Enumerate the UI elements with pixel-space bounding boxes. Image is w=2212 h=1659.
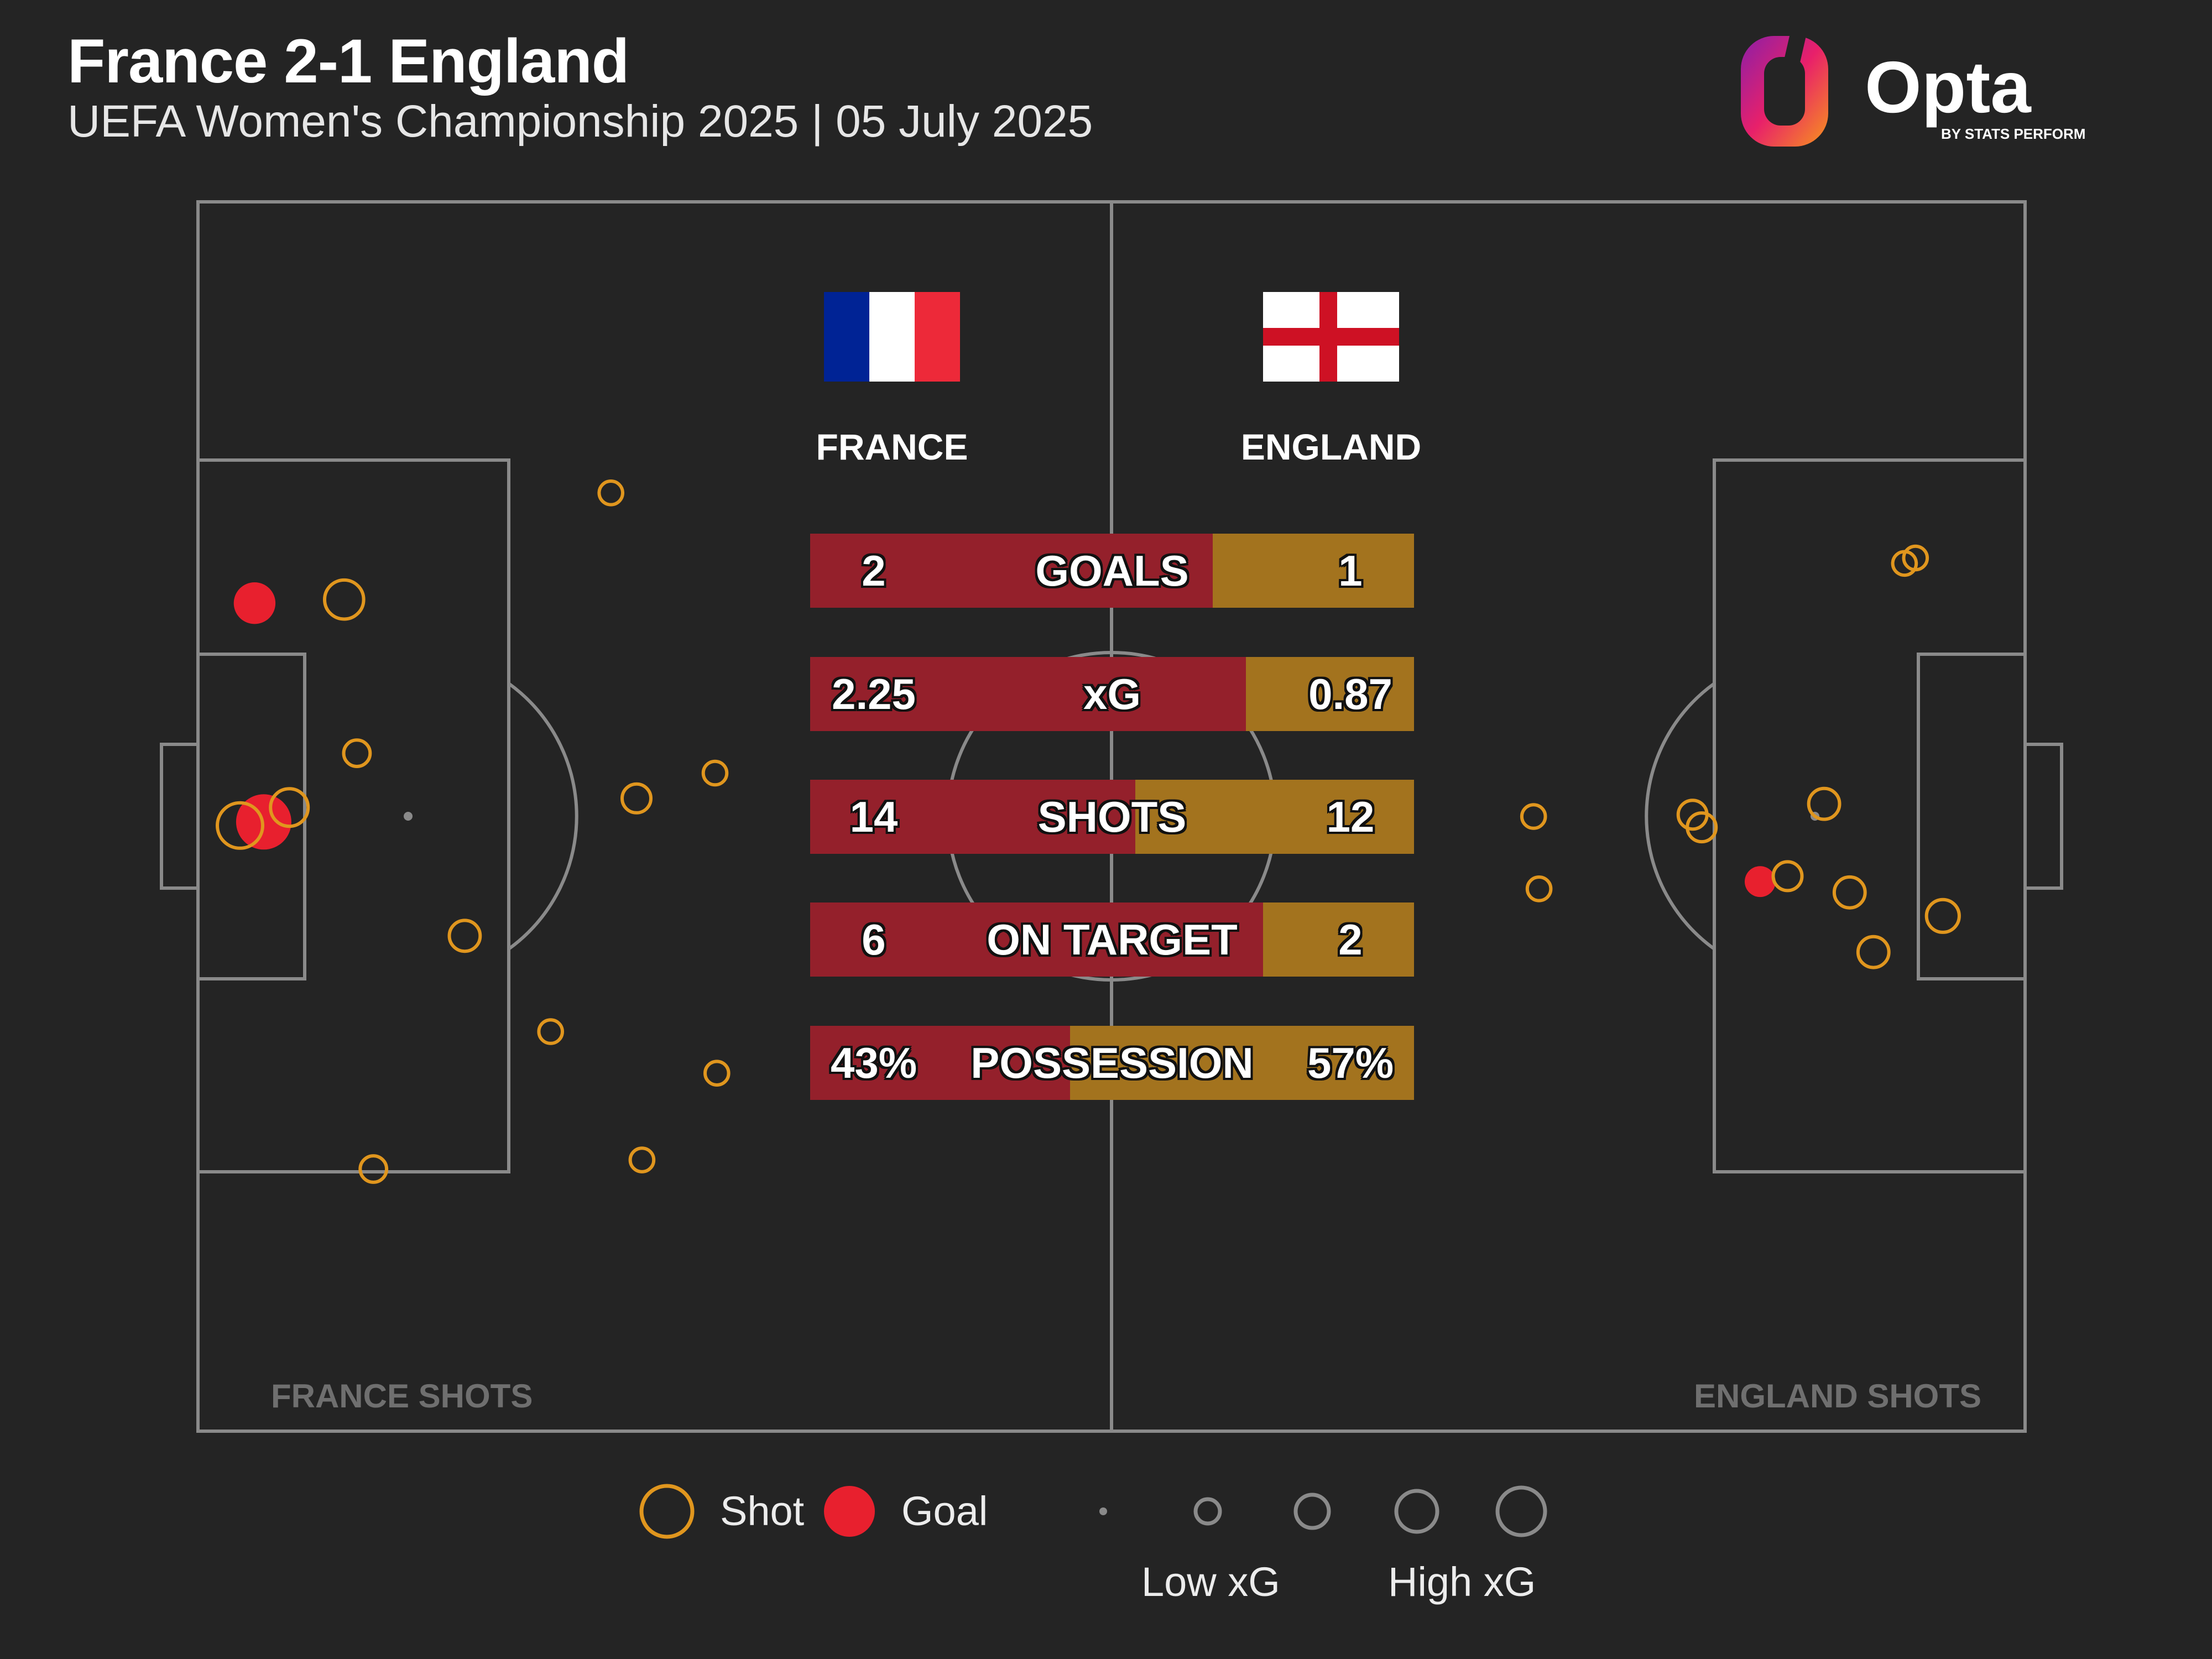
stat-away-value: 12 — [1326, 792, 1375, 841]
right-penalty-area — [1713, 458, 2027, 1173]
england-shot-marker — [1924, 898, 1961, 934]
legend-goal-label: Goal — [901, 1488, 988, 1534]
france-shot-marker — [703, 1060, 731, 1087]
stat-row-goals: 2 GOALS 1 — [810, 534, 1414, 608]
stat-label: SHOTS — [1037, 792, 1187, 841]
stat-home-share-bar — [810, 534, 1213, 608]
stat-label: POSSESSION — [971, 1039, 1254, 1087]
stat-home-value: 6 — [862, 915, 886, 964]
opta-wordmark: Opta — [1865, 46, 2032, 128]
legend-shot-label: Shot — [720, 1488, 805, 1534]
chart-title: France 2-1 England — [67, 27, 629, 96]
england-shot-marker — [1676, 799, 1709, 831]
stat-home-value: 14 — [849, 792, 898, 841]
legend-xg-size-5 — [1495, 1485, 1547, 1537]
away-team-name: ENGLAND — [1240, 426, 1422, 467]
england-shot-marker — [1525, 875, 1553, 902]
shot-markers — [216, 479, 1961, 1184]
stat-home-share-bar — [810, 902, 1263, 977]
stat-row-shots: 14 SHOTS 12 — [810, 780, 1414, 854]
stat-home-value: 2 — [862, 546, 886, 595]
right-penalty-arc — [1645, 682, 1715, 951]
chart-legend — [639, 1484, 1547, 1539]
opta-tagline: BY STATS PERFORM — [1941, 126, 2085, 142]
legend-high-xg-label: High xG — [1388, 1559, 1536, 1605]
england-shot-marker — [1520, 803, 1547, 830]
france-goal-marker — [233, 582, 276, 624]
france-flag — [824, 292, 960, 382]
england-shot-marker — [1807, 786, 1841, 821]
france-shot-marker — [701, 759, 729, 787]
france-shot-marker — [597, 479, 624, 507]
stat-away-value: 2 — [1338, 915, 1363, 964]
england-shot-marker — [1832, 875, 1867, 910]
england-shot-marker — [1856, 935, 1891, 969]
opta-logo: Opta BY STATS PERFORM — [1741, 36, 2085, 147]
france-shot-marker — [323, 578, 366, 621]
right-goal — [2023, 743, 2063, 890]
france-shot-marker — [342, 738, 372, 768]
france-shot-marker — [358, 1154, 389, 1184]
england-shot-marker — [1771, 860, 1804, 893]
stat-home-share-bar — [810, 657, 1246, 731]
france-shot-marker — [620, 782, 653, 815]
left-penalty-spot — [404, 812, 413, 821]
legend-goal-marker — [824, 1486, 875, 1537]
right-shots-label: ENGLAND SHOTS — [1694, 1378, 1982, 1415]
france-shot-marker — [628, 1146, 656, 1173]
england-flag — [1263, 292, 1399, 382]
stat-home-value: 43% — [830, 1039, 917, 1087]
legend-xg-size-1 — [1099, 1507, 1107, 1515]
stat-label: xG — [1083, 670, 1141, 718]
france-shot-marker — [447, 919, 482, 953]
france-shot-marker — [269, 787, 310, 828]
stat-row-possession: 43% POSSESSION 57% — [810, 1026, 1414, 1100]
stat-home-value: 2.25 — [832, 670, 916, 718]
legend-shot-marker — [639, 1484, 695, 1539]
stat-home-share-bar — [810, 1026, 1070, 1100]
legend-xg-size-2 — [1193, 1497, 1222, 1526]
stat-row-on-target: 6 ON TARGET 2 — [810, 902, 1414, 977]
left-penalty-arc — [508, 682, 578, 951]
left-goal — [160, 743, 200, 890]
stat-home-share-bar — [810, 780, 1136, 854]
stat-away-value: 0.87 — [1308, 670, 1392, 718]
chart-subtitle: UEFA Women's Championship 2025 | 05 July… — [67, 96, 1093, 147]
stat-label: GOALS — [1035, 546, 1189, 595]
opta-logo-mark — [1741, 36, 1828, 147]
stat-away-value: 57% — [1307, 1039, 1394, 1087]
england-shot-marker — [1902, 544, 1929, 572]
legend-xg-size-4 — [1394, 1489, 1439, 1534]
home-team-name: FRANCE — [816, 426, 968, 467]
legend-xg-size-3 — [1293, 1493, 1331, 1530]
legend-low-xg-label: Low xG — [1141, 1559, 1280, 1605]
stat-label: ON TARGET — [987, 915, 1238, 964]
left-shots-label: FRANCE SHOTS — [271, 1378, 533, 1415]
stat-away-value: 1 — [1338, 546, 1363, 595]
england-goal-marker — [1745, 866, 1776, 898]
france-shot-marker — [537, 1018, 565, 1045]
france-shot-marker — [216, 801, 264, 850]
stat-row-xg: 2.25 xG 0.87 — [810, 657, 1414, 731]
